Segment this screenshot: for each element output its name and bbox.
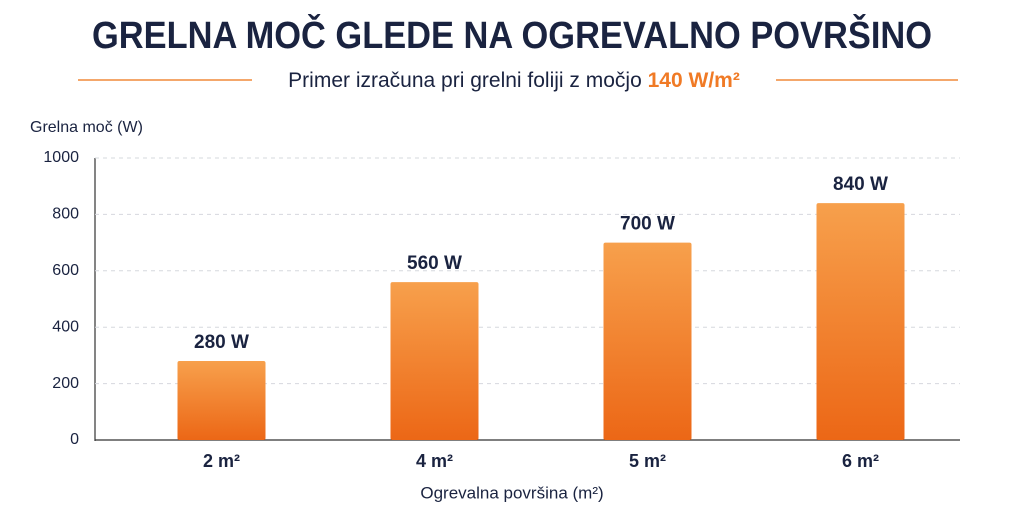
data-label: 560 W bbox=[407, 253, 462, 274]
bar bbox=[816, 203, 905, 440]
subtitle-highlight: 140 W/m² bbox=[648, 69, 740, 92]
data-label: 280 W bbox=[194, 332, 249, 353]
x-axis-label: Ogrevalna površina (m²) bbox=[420, 483, 603, 502]
subtitle-text: Primer izračuna pri grelni foliji z močj… bbox=[288, 69, 642, 92]
x-tick-label: 5 m² bbox=[629, 451, 666, 471]
bar bbox=[177, 361, 266, 440]
data-label: 840 W bbox=[833, 174, 888, 195]
y-tick-label: 600 bbox=[52, 262, 79, 279]
bar bbox=[603, 242, 692, 440]
x-tick-label: 2 m² bbox=[203, 451, 240, 471]
x-tick-label: 4 m² bbox=[416, 451, 453, 471]
y-tick-label: 200 bbox=[52, 375, 79, 392]
bar bbox=[390, 282, 479, 440]
x-tick-label: 6 m² bbox=[842, 451, 879, 471]
y-tick-label: 400 bbox=[52, 318, 79, 335]
y-tick-label: 0 bbox=[70, 431, 79, 448]
y-axis-label: Grelna moč (W) bbox=[30, 119, 143, 136]
data-label: 700 W bbox=[620, 214, 675, 235]
chart-title: GRELNA MOČ GLEDE NA OGREVALNO POVRŠINO bbox=[92, 12, 932, 57]
subtitle: Primer izračuna pri grelni foliji z močj… bbox=[288, 69, 740, 92]
y-tick-label: 800 bbox=[52, 206, 79, 223]
y-tick-label: 1000 bbox=[43, 149, 79, 166]
